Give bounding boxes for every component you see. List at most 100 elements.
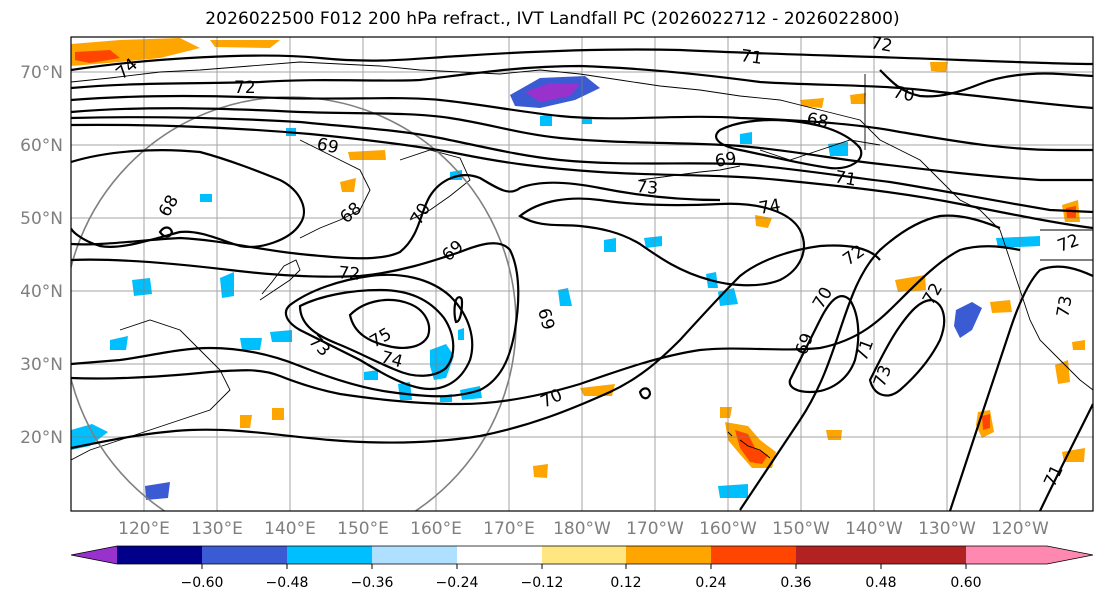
- colorbar-segment: [542, 546, 626, 564]
- map-frame: [70, 36, 1094, 512]
- lon-tick-label: 160°E: [410, 519, 462, 539]
- colorbar-segment: [117, 546, 202, 564]
- shade-patch-cyan: [996, 236, 1040, 248]
- contour-line: [71, 149, 306, 248]
- shade-patch-orange: [533, 464, 548, 478]
- contour-label: 69: [713, 148, 738, 171]
- contour-line: [879, 69, 1093, 98]
- colorbar-segment: [626, 546, 711, 564]
- shade-patch-orange: [930, 62, 948, 72]
- lat-tick-label: 50°N: [20, 209, 63, 229]
- lat-tick-label: 70°N: [20, 63, 63, 83]
- colorbar-segment: [711, 546, 796, 564]
- lat-tick-label: 30°N: [20, 355, 63, 375]
- colorbar-tick-label: −0.24: [436, 575, 479, 591]
- coastline-alaska: [759, 139, 881, 161]
- shade-patch-blue: [954, 302, 982, 338]
- shade-patch-blue: [145, 482, 170, 500]
- lon-tick-label: 120°E: [118, 519, 170, 539]
- shade-patch-cyan: [132, 278, 152, 296]
- colorbar-segment: [287, 546, 372, 564]
- coastline-okhotsk: [299, 139, 371, 239]
- coastline-north-america: [499, 69, 1093, 391]
- shade-patch-cyan: [398, 382, 412, 400]
- shade-patch-cyan: [644, 236, 662, 248]
- contour-line: [71, 242, 520, 398]
- shade-patch-cyan: [364, 370, 378, 380]
- lon-tick-label: 160°W: [699, 519, 757, 539]
- contour-line: [71, 94, 1093, 152]
- colorbar-tick-label: 0.24: [695, 575, 726, 591]
- contour-line: [71, 174, 721, 260]
- shade-patch-cyan: [110, 336, 128, 350]
- shade-patch-orange: [340, 178, 356, 192]
- shade-patch-red: [75, 50, 120, 63]
- coastline-aleutians: [639, 165, 741, 181]
- contour-label: 72: [234, 78, 256, 98]
- lon-tick-label: 150°E: [337, 519, 389, 539]
- colorbar-tick-label: 0.12: [610, 575, 641, 591]
- lon-tick-label: 180°W: [553, 519, 611, 539]
- colorbar-segment: [372, 546, 457, 564]
- shade-patch-orange: [348, 150, 386, 160]
- shade-patch-orange: [895, 275, 926, 292]
- lon-tick-label: 120°W: [991, 519, 1049, 539]
- coastline-asia: [71, 319, 231, 461]
- contour-line: [715, 118, 863, 170]
- coastline-kamchatka: [399, 149, 471, 221]
- lat-tick-label: 60°N: [20, 136, 63, 156]
- contour-line: [71, 107, 1093, 182]
- contour-line: [453, 296, 464, 324]
- contour-line: [348, 298, 431, 349]
- lon-tick-label: 170°W: [626, 519, 684, 539]
- contour-label: 71: [739, 46, 763, 69]
- shade-patch-purple: [525, 83, 580, 102]
- shade-patch-red: [982, 414, 990, 430]
- contour-line: [71, 123, 1093, 230]
- graticule: [71, 37, 1093, 511]
- contour-line: [1039, 403, 1093, 511]
- contour-line: [518, 197, 805, 287]
- shade-patch-cyan: [582, 118, 592, 124]
- colorbar-segment: [796, 546, 881, 564]
- contour-line: [298, 288, 455, 377]
- colorbar-extend-low: [71, 546, 117, 564]
- shade-patch-orange: [1072, 340, 1085, 350]
- shade-patch-orange: [850, 93, 866, 104]
- longitude-axis: 120°E 130°E 140°E 150°E 160°E 170°E 180°…: [118, 519, 1049, 539]
- shade-patch-cyan: [718, 484, 748, 498]
- lat-tick-label: 40°N: [20, 282, 63, 302]
- coastline-hawaii: [727, 431, 771, 459]
- contour-line: [948, 265, 1093, 511]
- shade-patch-cyan: [740, 132, 752, 144]
- contour-label: 69: [315, 134, 340, 158]
- lon-tick-label: 150°W: [772, 519, 830, 539]
- contour-label: 74: [757, 195, 782, 218]
- contour-line: [638, 387, 652, 400]
- map-title: 2026022500 F012 200 hPa refract., IVT La…: [205, 9, 900, 29]
- contour-label: 71: [833, 167, 858, 190]
- shade-patch-orange: [990, 300, 1012, 313]
- contour-label: 68: [805, 109, 830, 132]
- shade-patch-orange: [210, 40, 280, 48]
- lon-tick-label: 170°E: [483, 519, 535, 539]
- shade-patch-cyan: [200, 194, 212, 202]
- shade-patch-orange: [1062, 448, 1085, 462]
- contour-line: [71, 244, 881, 450]
- shade-patch-orange: [272, 408, 284, 420]
- contour-line: [71, 116, 1093, 214]
- colorbar-outline: [70, 545, 1094, 565]
- shade-patch-cyan: [558, 288, 572, 306]
- contour-line: [158, 226, 174, 238]
- colorbar-tick-label: −0.36: [351, 575, 394, 591]
- shade-patch-cyan: [458, 328, 464, 340]
- colorbar-segment: [881, 546, 966, 564]
- shade-patch-cyan: [270, 330, 292, 342]
- contour-line: [788, 295, 860, 394]
- contour-line: [71, 48, 1093, 72]
- colorbar-tick-label: 0.36: [780, 575, 811, 591]
- coastline-siberia: [71, 61, 501, 83]
- contour-line: [71, 245, 1021, 406]
- coastline-japan: [259, 259, 301, 301]
- colorbar-segment: [202, 546, 287, 564]
